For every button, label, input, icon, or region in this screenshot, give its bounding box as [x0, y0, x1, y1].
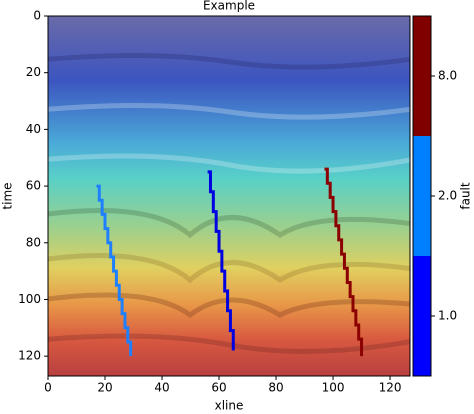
plot-frame — [47, 15, 411, 377]
colorbar-segment — [413, 136, 431, 256]
x-tick-label: 40 — [154, 381, 169, 395]
x-tick-label: 100 — [322, 381, 345, 395]
y-tick-label: 20 — [26, 65, 41, 79]
fault-line — [324, 167, 364, 357]
y-tick-label: 100 — [18, 292, 41, 306]
colorbar-segment — [413, 16, 431, 136]
chart-title: Example — [203, 0, 255, 13]
colorbar-frame — [412, 15, 432, 377]
x-tick-label: 80 — [268, 381, 283, 395]
x-tick-label: 20 — [97, 381, 112, 395]
x-tick-label: 0 — [44, 381, 52, 395]
y-tick-label: 80 — [26, 235, 41, 249]
y-tick-label: 0 — [33, 9, 41, 23]
y-tick-label: 60 — [26, 179, 41, 193]
x-tick-label: 120 — [379, 381, 402, 395]
x-tick-label: 60 — [211, 381, 226, 395]
colorbar-segment — [413, 256, 431, 376]
colorbar-tick-label: 8.0 — [438, 69, 457, 83]
colorbar-tick-label: 1.0 — [438, 309, 457, 323]
colorbar-label: fault — [459, 182, 473, 210]
y-axis-label: time — [1, 182, 15, 209]
colorbar-tick-label: 2.0 — [438, 189, 457, 203]
fault-line — [96, 184, 133, 357]
fault-line — [207, 170, 235, 351]
y-tick-label: 120 — [18, 349, 41, 363]
y-tick-label: 40 — [26, 122, 41, 136]
x-axis-label: xline — [215, 399, 244, 413]
